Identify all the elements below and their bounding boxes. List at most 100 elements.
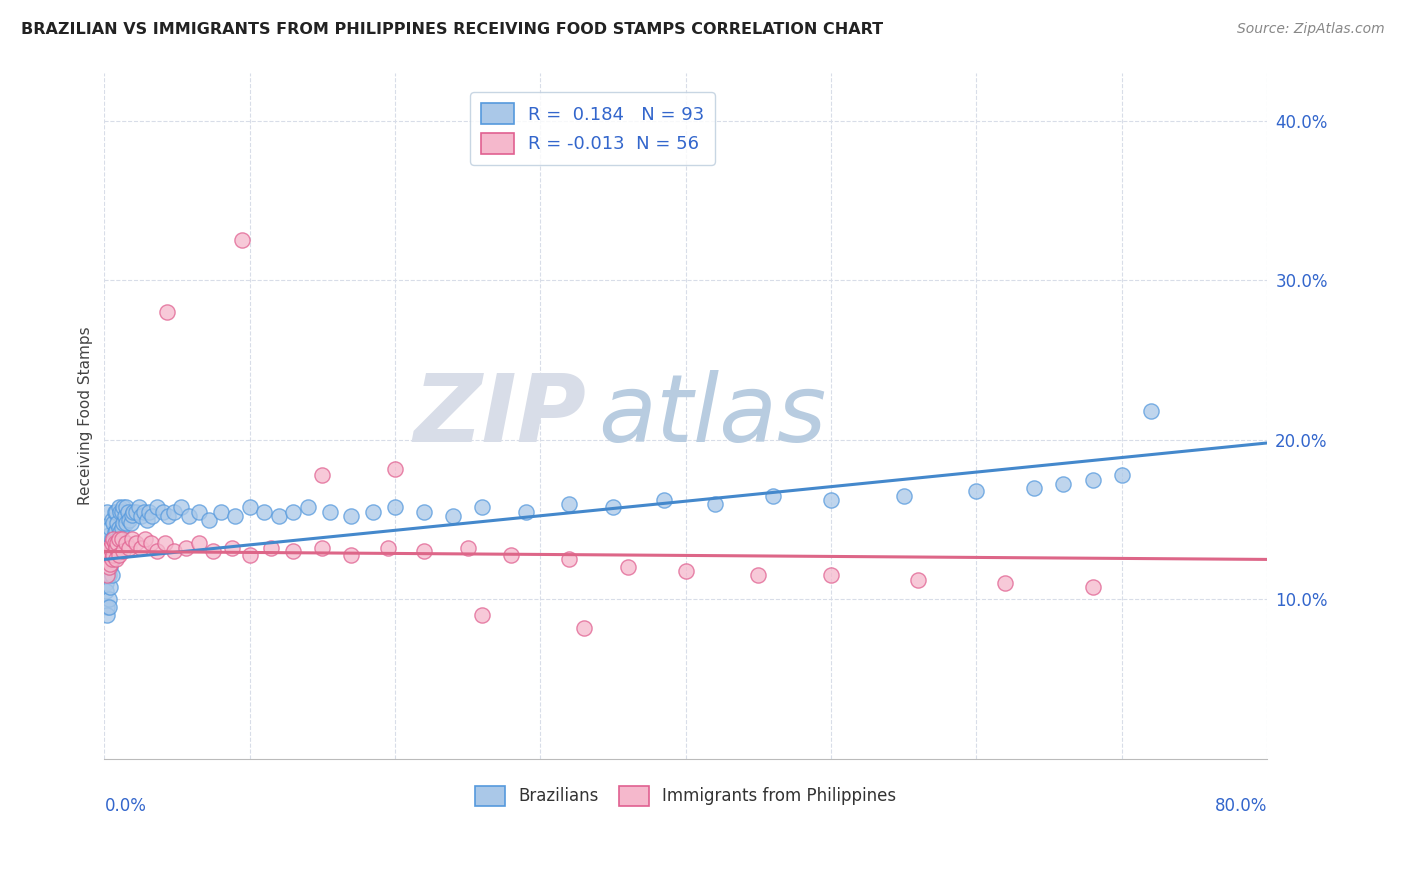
- Point: [100, 536, 122, 550]
- Point: [231, 234, 253, 248]
- Point: [105, 552, 128, 566]
- Point: [253, 505, 276, 519]
- Point: [108, 500, 131, 514]
- Point: [125, 536, 148, 550]
- Point: [283, 505, 305, 519]
- Point: [97, 568, 120, 582]
- Point: [239, 500, 262, 514]
- Point: [283, 544, 305, 558]
- Point: [94, 544, 117, 558]
- Point: [413, 505, 436, 519]
- Point: [413, 544, 436, 558]
- Point: [134, 532, 156, 546]
- Point: [108, 548, 131, 562]
- Y-axis label: Receiving Food Stamps: Receiving Food Stamps: [79, 326, 93, 505]
- Point: [96, 505, 118, 519]
- Point: [98, 560, 121, 574]
- Point: [101, 532, 124, 546]
- Point: [118, 541, 141, 556]
- Point: [965, 483, 987, 498]
- Point: [107, 536, 129, 550]
- Point: [209, 505, 232, 519]
- Point: [1111, 467, 1133, 482]
- Point: [97, 560, 120, 574]
- Point: [170, 500, 193, 514]
- Point: [94, 560, 117, 574]
- Point: [177, 509, 200, 524]
- Point: [572, 621, 595, 635]
- Point: [224, 509, 246, 524]
- Point: [157, 509, 180, 524]
- Point: [112, 500, 135, 514]
- Point: [384, 500, 406, 514]
- Point: [145, 500, 167, 514]
- Point: [97, 548, 120, 562]
- Point: [97, 592, 120, 607]
- Point: [122, 505, 145, 519]
- Point: [118, 512, 141, 526]
- Point: [97, 552, 120, 566]
- Point: [132, 505, 155, 519]
- Point: [311, 541, 333, 556]
- Point: [98, 580, 121, 594]
- Point: [115, 516, 138, 530]
- Point: [1081, 580, 1104, 594]
- Point: [115, 536, 138, 550]
- Point: [112, 516, 135, 530]
- Point: [98, 520, 121, 534]
- Point: [108, 536, 131, 550]
- Point: [103, 536, 125, 550]
- Point: [267, 509, 290, 524]
- Point: [100, 568, 122, 582]
- Point: [96, 552, 118, 566]
- Point: [101, 536, 124, 550]
- Point: [820, 493, 842, 508]
- Point: [163, 505, 186, 519]
- Point: [616, 560, 638, 574]
- Point: [297, 500, 319, 514]
- Point: [1024, 481, 1046, 495]
- Point: [457, 541, 479, 556]
- Point: [121, 508, 143, 522]
- Point: [311, 467, 333, 482]
- Point: [96, 600, 118, 615]
- Point: [340, 548, 363, 562]
- Point: [107, 532, 129, 546]
- Point: [111, 520, 134, 534]
- Point: [239, 548, 262, 562]
- Point: [103, 544, 125, 558]
- Point: [155, 536, 177, 550]
- Point: [105, 524, 128, 538]
- Text: BRAZILIAN VS IMMIGRANTS FROM PHILIPPINES RECEIVING FOOD STAMPS CORRELATION CHART: BRAZILIAN VS IMMIGRANTS FROM PHILIPPINES…: [21, 22, 883, 37]
- Point: [117, 505, 139, 519]
- Point: [97, 528, 120, 542]
- Point: [762, 489, 785, 503]
- Point: [98, 541, 121, 556]
- Point: [1081, 473, 1104, 487]
- Point: [501, 548, 523, 562]
- Point: [121, 532, 143, 546]
- Point: [96, 568, 118, 582]
- Text: Source: ZipAtlas.com: Source: ZipAtlas.com: [1237, 22, 1385, 37]
- Point: [98, 558, 121, 572]
- Point: [98, 544, 121, 558]
- Point: [125, 505, 148, 519]
- Point: [108, 520, 131, 534]
- Point: [152, 505, 174, 519]
- Point: [377, 541, 399, 556]
- Point: [128, 500, 150, 514]
- Point: [221, 541, 243, 556]
- Point: [145, 544, 167, 558]
- Point: [108, 532, 131, 546]
- Point: [471, 500, 494, 514]
- Point: [96, 544, 118, 558]
- Point: [747, 568, 769, 582]
- Point: [100, 552, 122, 566]
- Point: [139, 536, 162, 550]
- Text: 0.0%: 0.0%: [104, 797, 146, 814]
- Point: [111, 505, 134, 519]
- Point: [558, 552, 581, 566]
- Point: [318, 505, 340, 519]
- Point: [115, 500, 138, 514]
- Point: [105, 541, 128, 556]
